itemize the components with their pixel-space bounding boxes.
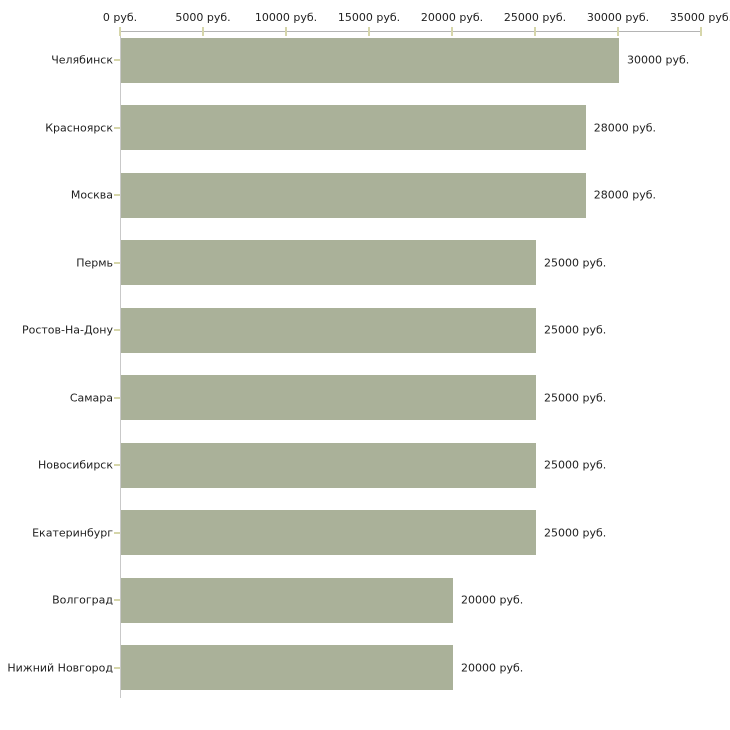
value-label: 20000 руб. (461, 593, 524, 607)
x-axis-tick-label: 20000 руб. (420, 11, 484, 24)
y-axis-tick (114, 126, 120, 129)
x-axis-tick-label: 0 руб. (102, 11, 138, 24)
value-label: 20000 руб. (461, 661, 524, 674)
y-axis-tick (114, 666, 120, 669)
bar (121, 172, 586, 218)
value-label: 25000 руб. (544, 391, 607, 404)
x-axis-tick-label: 15000 руб. (337, 11, 401, 24)
x-axis-tick (700, 27, 702, 36)
bar (121, 37, 619, 83)
category-label: Самара (69, 391, 113, 404)
y-axis-tick (114, 396, 120, 399)
y-axis-tick (114, 329, 120, 331)
x-axis-tick (617, 27, 619, 36)
y-axis-tick (114, 531, 120, 534)
x-axis-tick-label: 25000 руб. (503, 11, 567, 24)
y-axis-tick (114, 59, 120, 61)
y-axis-tick (114, 261, 120, 264)
x-axis-tick-label: 10000 руб. (254, 11, 318, 24)
bar (121, 510, 536, 555)
category-label: Челябинск (51, 53, 113, 67)
value-label: 28000 руб. (593, 121, 657, 134)
x-axis-tick (534, 27, 536, 36)
x-axis-tick-label: 35000 руб. (669, 11, 730, 24)
bar (121, 105, 586, 150)
x-axis-tick-label: 30000 руб. (586, 11, 650, 24)
x-axis-tick (285, 27, 287, 36)
y-axis-tick (114, 464, 120, 466)
bar (121, 375, 536, 420)
y-axis-line (120, 31, 121, 698)
category-label: Красноярск (45, 121, 113, 134)
x-axis-tick (451, 27, 453, 36)
category-label: Екатеринбург (32, 526, 113, 539)
y-axis-tick (114, 194, 120, 196)
x-axis-line (120, 31, 701, 32)
x-axis-tick (368, 27, 370, 36)
value-label: 28000 руб. (593, 188, 657, 202)
category-label: Новосибирск (37, 458, 113, 472)
bar (121, 577, 453, 623)
x-axis-tick (202, 27, 204, 36)
category-label: Пермь (76, 256, 113, 269)
category-label: Ростов-На-Дону (21, 323, 113, 337)
y-axis-tick (114, 599, 120, 601)
value-label: 25000 руб. (544, 256, 607, 269)
value-label: 25000 руб. (544, 323, 607, 337)
bar (121, 442, 536, 488)
category-label: Москва (70, 188, 113, 202)
value-label: 25000 руб. (544, 458, 607, 472)
value-label: 30000 руб. (627, 53, 690, 67)
value-label: 25000 руб. (544, 526, 607, 539)
category-label: Нижний Новгород (7, 661, 113, 674)
x-axis-tick-label: 5000 руб. (175, 11, 231, 24)
bar (121, 307, 536, 353)
bar (121, 645, 453, 690)
x-axis-tick (119, 27, 121, 36)
bar (121, 240, 536, 285)
category-label: Волгоград (52, 593, 113, 607)
